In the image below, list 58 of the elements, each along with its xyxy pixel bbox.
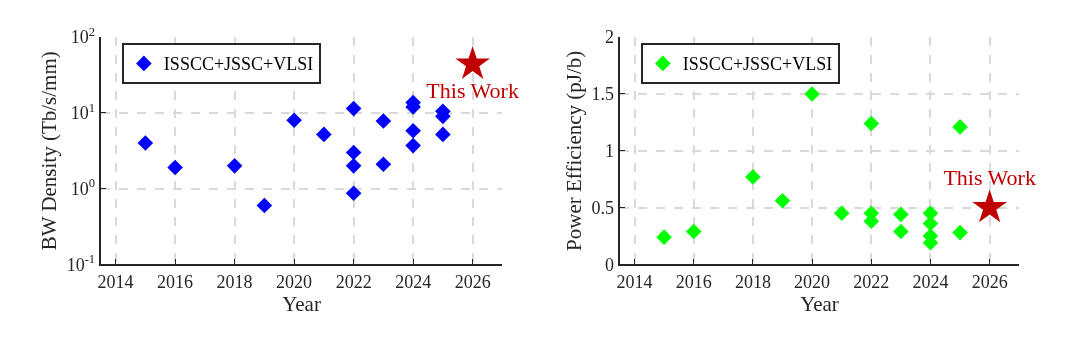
- point: [375, 113, 392, 129]
- point: [286, 112, 302, 129]
- x-tick-label: 2016: [157, 272, 194, 292]
- point: [656, 229, 672, 245]
- point: [685, 223, 702, 240]
- x-tick-label: 2014: [97, 272, 134, 292]
- point: [316, 126, 332, 143]
- series-label: This Work: [943, 164, 1036, 190]
- point: [804, 86, 820, 102]
- point: [893, 206, 909, 223]
- point: [405, 123, 421, 139]
- y-tick-label: 0.5: [591, 197, 615, 218]
- x-tick-label: 2016: [675, 272, 712, 292]
- point: [345, 185, 362, 202]
- y-tick-label: 10$^{0}$: [70, 176, 96, 199]
- point: [345, 158, 362, 174]
- y-tick-label: 1.5: [591, 84, 615, 105]
- x-tick-label: 2026: [971, 272, 1008, 292]
- y-tick-label: 2: [605, 27, 615, 48]
- point: [893, 223, 909, 240]
- point: [137, 135, 154, 151]
- point: [952, 119, 968, 135]
- point: [435, 126, 451, 143]
- x-axis-title: Year: [800, 292, 839, 316]
- x-tick-label: 2024: [912, 272, 949, 292]
- x-tick-label: 2014: [616, 272, 653, 292]
- y-tick-label: 1: [605, 141, 615, 162]
- x-tick-label: 2018: [216, 272, 253, 292]
- y-tick-label: 10$^{2}$: [70, 24, 96, 48]
- point: [952, 224, 968, 241]
- x-tick-label: 2024: [395, 272, 432, 292]
- point: [345, 100, 362, 117]
- point: [226, 158, 243, 174]
- x-axis-title: Year: [282, 292, 321, 316]
- series-label: This Work: [426, 77, 519, 103]
- legend-label: ISSCC+JSSC+VLSI: [163, 54, 314, 75]
- point: [375, 156, 392, 173]
- point: [972, 189, 1007, 223]
- x-tick-label: 2022: [335, 272, 372, 292]
- point: [167, 159, 183, 176]
- x-tick-label: 2020: [794, 272, 831, 292]
- point: [256, 197, 273, 214]
- y-tick-label: 0: [605, 254, 615, 275]
- y-axis-title: BW Density (Tb/s/mm): [37, 51, 62, 251]
- x-tick-label: 2020: [276, 272, 313, 292]
- y-axis-title: Power Efficiency (pJ/b): [562, 50, 587, 251]
- point: [345, 144, 362, 161]
- point: [863, 115, 880, 132]
- y-tick-label: 10$^{1}$: [70, 100, 96, 124]
- x-tick-label: 2022: [853, 272, 890, 292]
- point: [774, 192, 791, 209]
- point: [833, 205, 850, 222]
- point: [745, 169, 761, 185]
- point: [405, 137, 421, 154]
- x-tick-label: 2026: [454, 272, 491, 292]
- y-tick-label: 10$^{-1}$: [66, 252, 96, 275]
- x-tick-label: 2018: [734, 272, 771, 292]
- legend-label: ISSCC+JSSC+VLSI: [682, 54, 833, 75]
